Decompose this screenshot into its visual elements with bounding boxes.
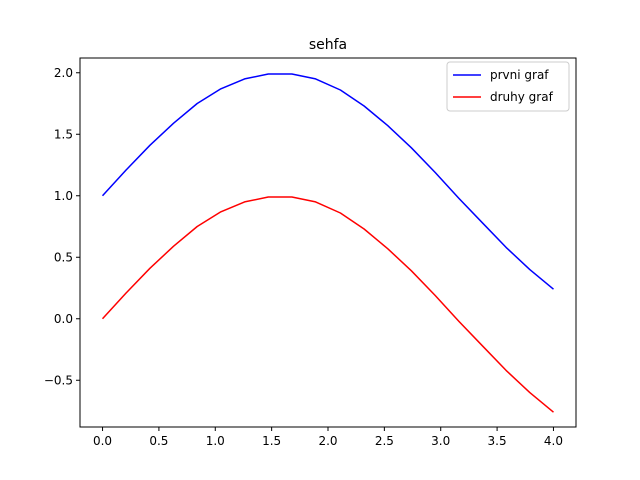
y-tick-label: 1.0	[54, 189, 73, 203]
x-axis: 0.0 0.5 1.0 1.5 2.0 2.5 3.0 3.5 4.0	[93, 427, 563, 448]
y-tick-label: 2.0	[54, 66, 73, 80]
legend: prvni graf druhy graf	[446, 61, 570, 112]
x-tick-label: 3.0	[431, 434, 450, 448]
x-tick-label: 3.5	[488, 434, 507, 448]
y-tick-label: 0.5	[54, 250, 73, 264]
y-tick-label: 0.0	[54, 312, 73, 326]
y-tick-label: −0.5	[44, 373, 73, 387]
legend-label-1: prvni graf	[490, 68, 549, 82]
x-tick-label: 0.5	[149, 434, 168, 448]
x-tick-label: 4.0	[544, 434, 563, 448]
chart-title: sehfa	[309, 37, 347, 53]
y-axis: −0.5 0.0 0.5 1.0 1.5 2.0	[44, 66, 80, 387]
x-tick-label: 1.0	[206, 434, 225, 448]
y-tick-label: 1.5	[54, 127, 73, 141]
series-line-1	[101, 73, 554, 290]
x-tick-label: 0.0	[93, 434, 112, 448]
x-tick-label: 2.0	[318, 434, 337, 448]
series-line-2	[101, 196, 554, 413]
x-tick-label: 2.5	[375, 434, 394, 448]
x-tick-label: 1.5	[262, 434, 281, 448]
legend-label-2: druhy graf	[490, 90, 554, 104]
series-layer	[101, 73, 554, 413]
